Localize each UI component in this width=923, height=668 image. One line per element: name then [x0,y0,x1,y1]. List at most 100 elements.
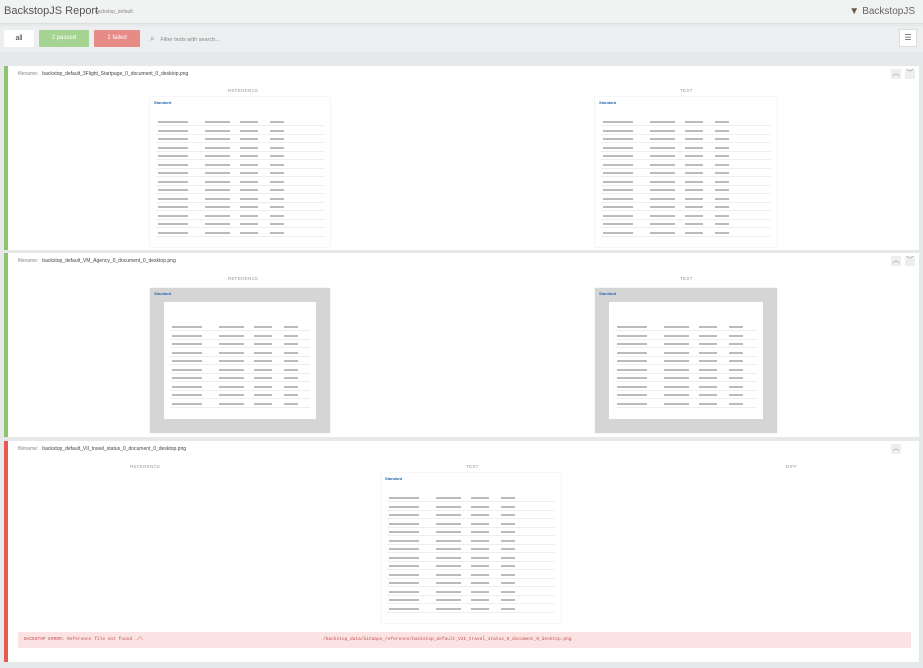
filter-passed-button[interactable]: 2 passed [39,30,89,47]
mock-text [270,206,284,208]
chevron-up-icon[interactable]: ︿ [891,256,901,266]
mock-text [254,402,272,405]
search-input[interactable]: ⌕ Filter tests with search... [150,34,220,43]
mock-text [650,138,675,140]
reference-image[interactable]: Standard [150,97,330,247]
chevron-up-icon[interactable]: ︿ [891,69,901,79]
mock-text [284,343,298,345]
mock-text [240,146,258,149]
chevron-down-icon[interactable]: ﹀ [905,69,915,79]
mock-row [387,594,555,596]
app-header: BackstopJS Report backstop_default ▼ Back… [0,0,923,24]
chevron-up-icon[interactable]: ︿ [891,444,901,454]
mock-text [270,214,284,217]
mock-text [471,573,489,576]
mock-text [650,189,675,191]
mock-text [158,206,188,208]
filename: filename: backstop_default_3Flight_Startp… [18,71,189,77]
mock-text [685,223,703,225]
mock-text [664,402,689,405]
test-image[interactable]: Standard [595,97,777,247]
mock-text [664,326,689,328]
mock-text [284,377,298,379]
mock-text [699,368,717,371]
reference-label: REFERENCE [228,276,259,281]
mock-text [219,377,244,379]
mock-row [156,167,324,169]
mock-row [615,389,757,391]
mock-row [387,501,555,502]
mock-text [436,548,461,550]
mock-text [501,556,515,559]
mock-text [729,377,743,379]
mock-text [284,360,298,362]
mock-row [156,227,324,228]
mock-text [471,556,489,559]
mock-text [172,351,202,354]
mock-text [471,522,489,525]
mock-text [240,121,258,123]
mock-text [650,129,675,132]
mock-row [601,210,771,211]
reference-image[interactable]: Standard [150,288,330,433]
mock-row [387,552,555,553]
mock-text [471,505,489,508]
mock-text [471,607,489,610]
mock-row [615,398,757,399]
mock-text [389,565,419,567]
reference-label: REFERENCE [228,88,259,93]
settings-button[interactable]: ☰ [899,29,917,47]
mock-text [240,138,258,140]
test-label: TEST [680,276,693,281]
mock-text [501,590,515,593]
mock-text [254,351,272,354]
mock-text [389,556,419,559]
test-image[interactable]: Standard [595,288,777,433]
mock-text [715,231,729,234]
mock-row [387,535,555,536]
mock-text [389,539,419,542]
mock-row [601,176,771,177]
mock-text [685,129,703,132]
mock-text [240,197,258,200]
mock-text [436,607,461,610]
mock-text [270,172,284,174]
mock-text [436,565,461,567]
mock-text [240,231,258,234]
mock-row [601,193,771,194]
mock-text [172,368,202,371]
mock-text [471,548,489,550]
mock-text [219,326,244,328]
mock-text [699,385,717,388]
mock-text [729,351,743,354]
filename: filename: backstop_default_VII_travel_sta… [18,446,187,452]
mock-text [436,573,461,576]
mock-row [601,227,771,228]
error-message: BACKSTOP ERROR: Reference file not found… [18,632,911,648]
mock-text [284,385,298,388]
mock-text [603,197,633,200]
mock-text [501,522,515,525]
mock-text [219,394,244,396]
mock-row [387,526,555,528]
mock-text [436,531,461,533]
mock-text [240,172,258,174]
mock-text [650,180,675,183]
mock-text [650,155,675,157]
mock-row [170,381,310,382]
mock-text [729,334,743,337]
mock-text [389,582,419,584]
filter-all-button[interactable]: all [4,30,34,47]
mock-text [685,146,703,149]
chevron-down-icon[interactable]: ﹀ [905,256,915,266]
shot-brand: Standard [154,100,172,105]
mock-text [219,385,244,388]
mock-text [205,231,230,234]
filter-failed-button[interactable]: 1 failed [94,30,140,47]
mock-text [603,129,633,132]
mock-text [603,121,633,123]
mock-text [664,368,689,371]
mock-row [615,406,757,408]
test-label: TEST [680,88,693,93]
test-image[interactable]: Standard [381,473,561,623]
